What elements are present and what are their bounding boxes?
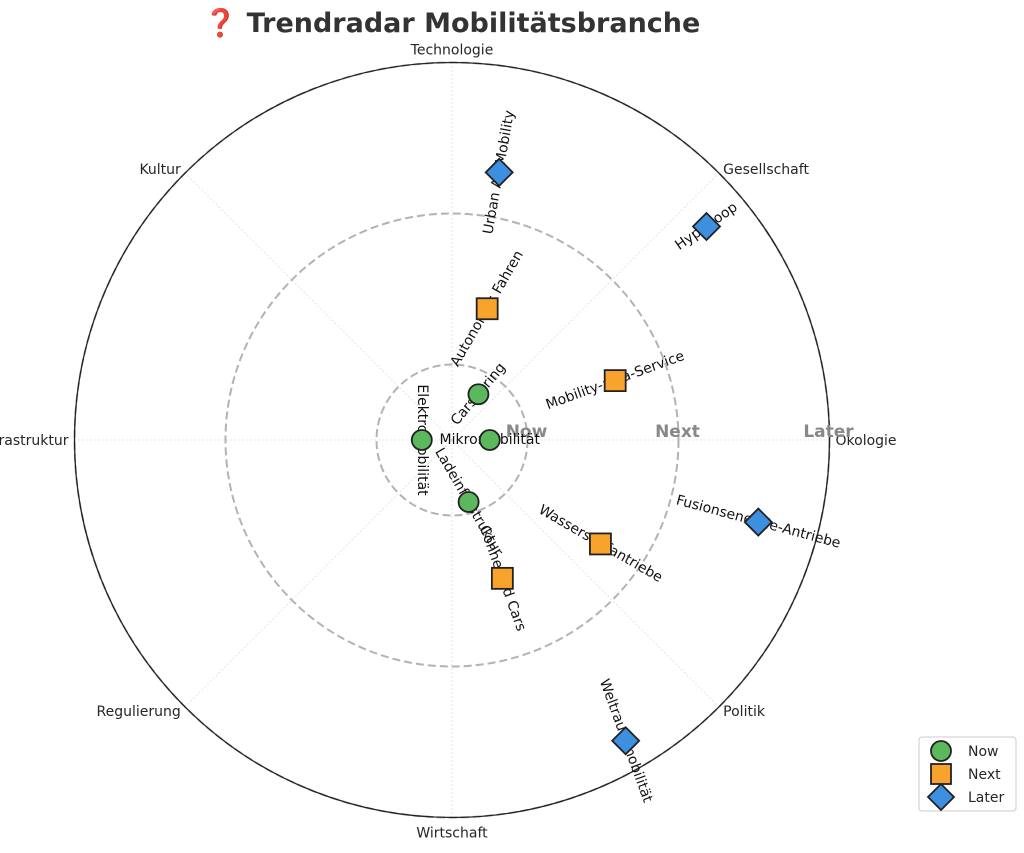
ring-label-now: Now: [506, 422, 548, 442]
axis-label: Gesellschaft: [723, 162, 809, 178]
trend-point-now: [478, 429, 501, 451]
legend-marker: [926, 782, 956, 812]
trend-labels: ElektromobilitätCarsharingMikromobilität…: [414, 109, 842, 805]
axis-gridline: [184, 439, 453, 708]
legend: Now Next Later: [918, 736, 1017, 812]
trend-points: [410, 157, 774, 756]
ring-labels: Now Next Later: [506, 422, 855, 442]
trend-point-now: [457, 491, 480, 513]
trend-point-next: [475, 297, 499, 321]
radar-frame: [73, 61, 831, 819]
trend-point-now: [410, 429, 433, 451]
trend-point-later: [743, 507, 774, 537]
axis-gridline: [451, 172, 720, 441]
trend-point-next: [589, 532, 612, 556]
ring-label-later: Later: [803, 422, 854, 442]
chart-title: ❓ Trendradar Mobilitätsbranche: [204, 7, 701, 39]
trend-point-later: [691, 211, 722, 242]
axis-label: Infrastruktur: [0, 433, 69, 449]
legend-marker: [930, 740, 952, 762]
legend-marker: [930, 763, 952, 785]
trend-point-later: [610, 725, 641, 756]
ring-label-next: Next: [655, 422, 700, 442]
axis-label: Kultur: [139, 162, 181, 178]
axis-labels: Technologie Gesellschaft Ökologie Politik Wi…: [0, 43, 897, 842]
axis-gridline: [184, 172, 453, 441]
axis-label: Politik: [723, 704, 766, 720]
radar-grid: [73, 61, 831, 819]
ring-circle-now: [375, 363, 529, 517]
legend-label: Next: [968, 767, 1001, 783]
axis-gridline: [451, 439, 720, 708]
legend-label: Later: [968, 790, 1004, 806]
axis-label: Wirtschaft: [416, 826, 488, 842]
axis-label: Technologie: [410, 43, 494, 59]
trend-point-now: [467, 383, 490, 406]
trend-point-later: [484, 157, 514, 188]
trend-point-next: [490, 566, 514, 590]
legend-label: Now: [968, 744, 999, 760]
ring-circle-next: [224, 212, 680, 668]
axis-label: Ökologie: [836, 431, 897, 449]
trend-point-next: [603, 369, 627, 393]
axis-label: Regulierung: [97, 704, 181, 720]
